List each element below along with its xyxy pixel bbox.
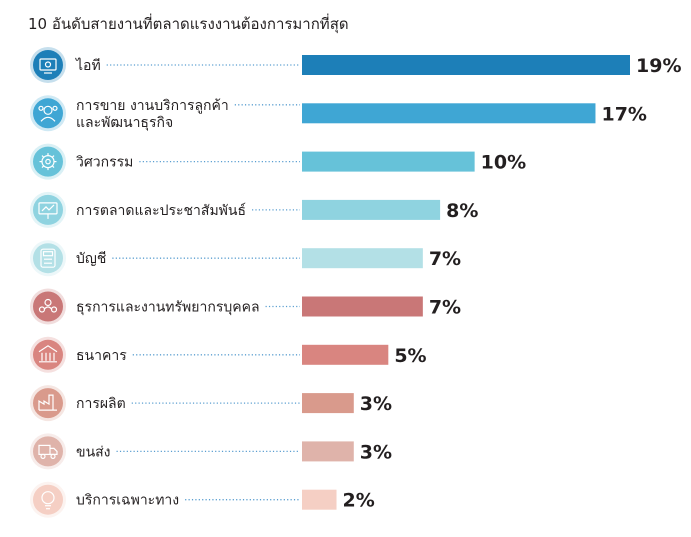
value-label: 3%: [360, 441, 392, 463]
bar: [302, 248, 423, 269]
chart-row: ขนส่ง 3%: [30, 433, 392, 470]
category-label: ธนาคาร: [76, 348, 127, 364]
category-label: วิศวกรรม: [76, 155, 133, 171]
gear-icon: [30, 143, 66, 180]
chart-row: การผลิต 3%: [30, 385, 392, 422]
bar: [302, 103, 596, 124]
category-label: การตลาดและประชาสัมพันธ์: [76, 202, 246, 219]
value-label: 5%: [394, 345, 426, 367]
category-label: ธุรการและงานทรัพยากรบุคคล: [76, 300, 260, 316]
factory-icon: [30, 385, 66, 422]
category-label: ขนส่ง: [76, 444, 111, 460]
chart-row: การตลาดและประชาสัมพันธ์ 8%: [30, 191, 478, 228]
value-label: 8%: [446, 200, 478, 222]
bar: [302, 151, 475, 172]
bar: [302, 344, 389, 365]
bar: [302, 489, 337, 510]
value-label: 17%: [601, 103, 646, 125]
chart-row: ไอที 19%: [30, 47, 681, 83]
bulb-icon: [30, 481, 66, 518]
bar: [302, 441, 354, 462]
value-label: 7%: [429, 297, 461, 319]
chart-row: ธนาคาร 5%: [30, 336, 427, 373]
category-label: การขาย งานบริการลูกค้าและพัฒนาธุรกิจ: [76, 98, 229, 131]
people-icon: [30, 288, 66, 325]
monitor-icon: [30, 47, 66, 83]
category-label: การผลิต: [76, 396, 126, 412]
chart-row: บริการเฉพาะทาง 2%: [30, 481, 375, 518]
bar: [302, 296, 423, 317]
category-label: บัญชี: [76, 251, 106, 267]
value-label: 10%: [481, 152, 526, 174]
chart-title: 10 อันดับสายงานที่ตลาดแรงงานต้องการมากที…: [28, 15, 349, 33]
value-label: 2%: [343, 490, 375, 512]
bar: [302, 393, 354, 414]
value-label: 3%: [360, 393, 392, 415]
chart-row: บัญชี 7%: [30, 240, 461, 277]
chart-row: วิศวกรรม 10%: [30, 143, 526, 180]
category-label: ไอที: [75, 57, 101, 74]
value-label: 19%: [636, 55, 681, 77]
calculator-icon: [30, 240, 66, 277]
customer-service-icon: [30, 95, 66, 132]
bar: [302, 199, 441, 220]
category-label: บริการเฉพาะทาง: [76, 493, 179, 509]
truck-icon: [30, 433, 66, 470]
chart-row: การขาย งานบริการลูกค้าและพัฒนาธุรกิจ 17%: [30, 95, 647, 132]
value-label: 7%: [429, 248, 461, 270]
presentation-icon: [30, 191, 66, 228]
bar: [302, 55, 630, 75]
bank-icon: [30, 336, 66, 373]
chart-row: ธุรการและงานทรัพยากรบุคคล 7%: [30, 288, 461, 325]
